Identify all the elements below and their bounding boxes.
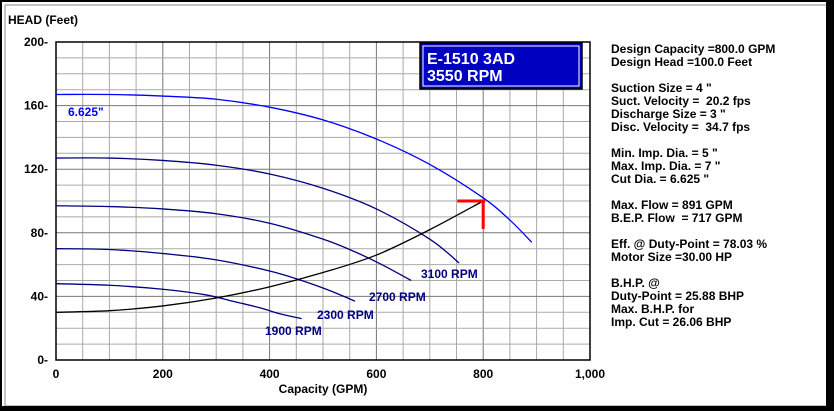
impeller-dia-label: 6.625" (68, 105, 104, 119)
x-tick-label: 0 (53, 367, 60, 381)
series-line-6-625 (55, 93, 533, 243)
motor-size: Motor Size =30.00 HP (611, 250, 733, 264)
design-capacity: Design Capacity =800.0 GPM (611, 42, 776, 56)
min-imp-dia: Min. Imp. Dia. = 5 " (611, 146, 718, 160)
rpm-1900-label: 1900 RPM (265, 324, 322, 338)
bhp-at: B.H.P. @ (611, 276, 660, 290)
bhp-duty-point: Duty-Point = 25.88 BHP (611, 289, 745, 303)
pump-model: E-1510 3AD (427, 51, 515, 68)
disc-velocity: Disc. Velocity = 34.7 fps (611, 120, 751, 134)
design-head: Design Head =100.0 Feet (611, 55, 753, 69)
y-tick-label: 40- (31, 289, 48, 303)
max-bhp-for: Max. B.H.P. for (611, 302, 695, 316)
suct-velocity: Suct. Velocity = 20.2 fps (611, 94, 751, 108)
pump-curves (55, 93, 533, 320)
right-shadow (826, 2, 832, 409)
pump-speed: 3550 RPM (427, 68, 503, 85)
y-tick-label: 120- (24, 162, 48, 176)
y-tick-label: 160- (24, 99, 48, 113)
discharge-size: Discharge Size = 3 " (611, 107, 726, 121)
series-line-2300-rpm (55, 248, 356, 302)
max-flow: Max. Flow = 891 GPM (611, 198, 733, 212)
series-line-3100-rpm (55, 157, 460, 264)
x-tick-label: 1,000 (575, 367, 605, 381)
x-tick-label: 600 (366, 367, 386, 381)
y-tick-labels: 0- 40- 80- 120- 160- 200- (24, 35, 48, 367)
x-tick-labels: 0 200 400 600 800 1,000 (53, 367, 606, 381)
eff-duty-point: Eff. @ Duty-Point = 78.03 % (611, 237, 768, 251)
plot-border (55, 41, 591, 361)
pump-model-box: E-1510 3AD 3550 RPM (419, 42, 583, 90)
y-axis-label: HEAD (Feet) (8, 13, 78, 27)
imp-cut-bhp: Imp. Cut = 26.06 BHP (611, 315, 732, 329)
series-line-system-curve (55, 200, 484, 313)
series-line-2700-rpm (55, 205, 412, 282)
duty-point-marker (457, 199, 486, 229)
design-info-panel: Design Capacity =800.0 GPM Design Head =… (611, 43, 826, 329)
x-tick-label: 800 (473, 367, 493, 381)
y-tick-label: 80- (31, 226, 48, 240)
rpm-2700-label: 2700 RPM (369, 290, 426, 304)
bottom-shadow (2, 406, 832, 410)
x-axis-label: Capacity (GPM) (279, 382, 368, 396)
bep-flow: B.E.P. Flow = 717 GPM (611, 211, 743, 225)
max-imp-dia: Max. Imp. Dia. = 7 " (611, 159, 721, 173)
x-tick-label: 400 (260, 367, 280, 381)
model-box-bg (419, 42, 583, 90)
rpm-2300-label: 2300 RPM (317, 308, 374, 322)
x-tick-label: 200 (153, 367, 173, 381)
cut-dia: Cut Dia. = 6.625 " (611, 172, 710, 186)
y-tick-label: 200- (24, 35, 48, 49)
suction-size: Suction Size = 4 " (611, 81, 712, 95)
rpm-3100-label: 3100 RPM (421, 267, 478, 281)
model-box-inner (422, 45, 580, 87)
y-tick-label: 0- (37, 353, 48, 367)
